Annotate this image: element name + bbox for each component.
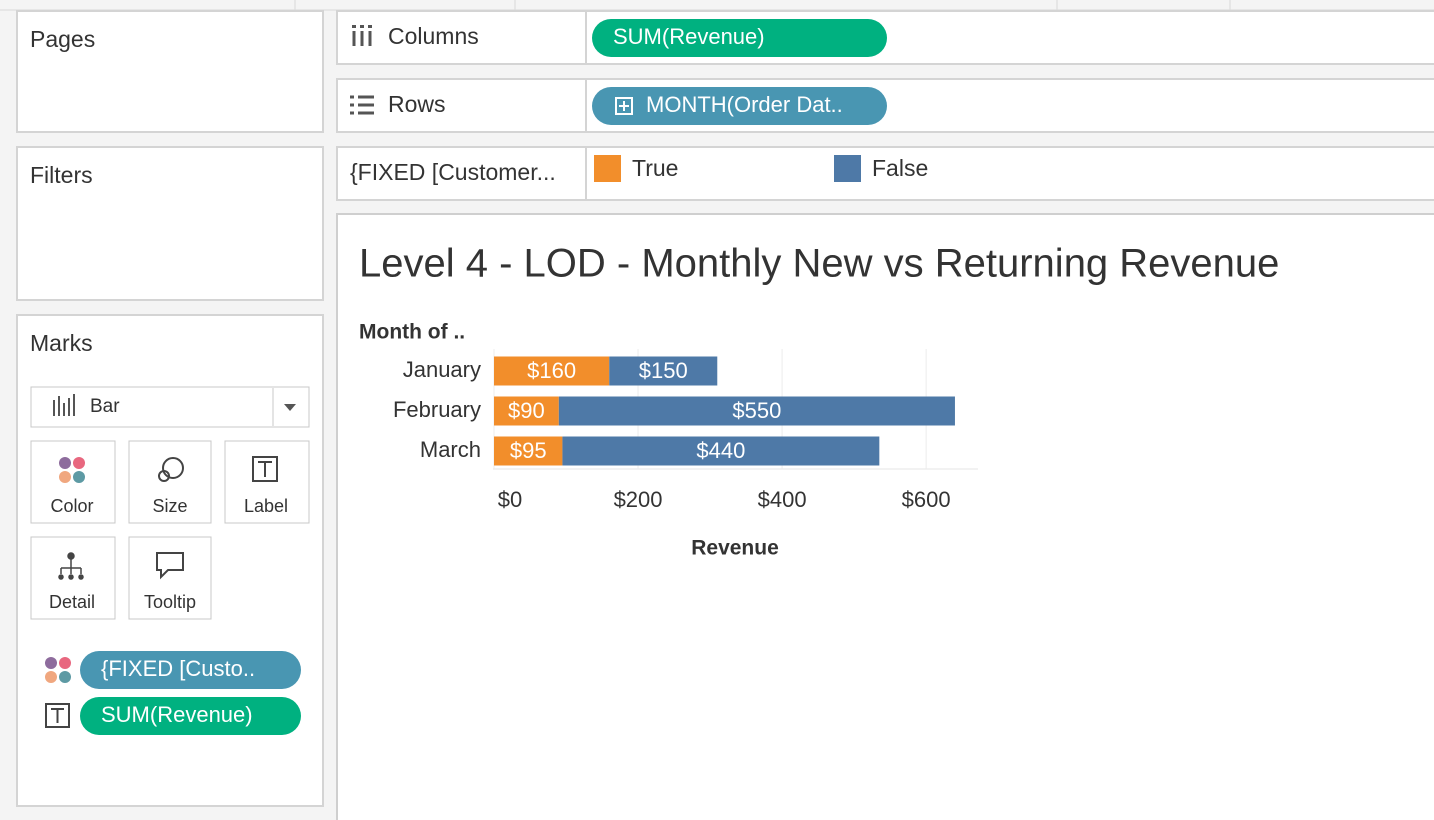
value-label: $150 <box>639 358 688 383</box>
color-card[interactable] <box>30 440 116 524</box>
rows-icon <box>350 95 374 115</box>
detail-icon <box>58 552 84 580</box>
x-tick-label: $0 <box>498 487 522 512</box>
bar-icon <box>53 394 75 416</box>
x-tick-label: $400 <box>758 487 807 512</box>
rows-pill[interactable] <box>592 87 887 125</box>
value-label: $550 <box>732 398 781 423</box>
label-icon <box>252 456 278 482</box>
pages-panel[interactable] <box>16 10 324 133</box>
bar-segment <box>494 356 610 386</box>
dropdown-arrow <box>284 404 296 411</box>
mark-type-dropdown[interactable] <box>30 386 310 428</box>
y-tick-label: January <box>403 357 481 382</box>
x-tick-label: $200 <box>614 487 663 512</box>
filters-title: Filters <box>30 162 93 188</box>
y-tick-label: March <box>420 437 481 462</box>
bar-segment <box>494 436 563 466</box>
color-icon <box>59 457 85 483</box>
pill-text: SUM(Revenue) <box>101 702 253 727</box>
pill-text: {FIXED [Custo.. <box>101 656 255 681</box>
tooltip-card[interactable] <box>128 536 212 620</box>
pill-text: MONTH(Order Dat.. <box>646 92 843 117</box>
size-icon <box>158 457 184 482</box>
marks-title: Marks <box>30 330 93 356</box>
bar-segment <box>558 396 955 426</box>
legend-shelf <box>336 146 1434 201</box>
legend-swatch <box>594 155 621 182</box>
tooltip-icon <box>156 552 184 580</box>
shelf-label: Columns <box>388 23 479 49</box>
x-axis-title: Revenue <box>691 537 779 560</box>
measure-pill[interactable] <box>80 697 301 735</box>
value-label: $90 <box>508 398 545 423</box>
card-label: Label <box>244 496 288 516</box>
value-label: $160 <box>527 358 576 383</box>
card-label: Detail <box>49 592 95 612</box>
x-tick-label: $600 <box>902 487 951 512</box>
shelf-label: Rows <box>388 91 446 117</box>
card-label: Color <box>50 496 93 516</box>
bar-segment <box>494 396 559 426</box>
filters-panel[interactable] <box>16 146 324 301</box>
pages-title: Pages <box>30 26 95 52</box>
view <box>336 213 1434 820</box>
y-axis-title: Month of .. <box>359 321 465 344</box>
size-card[interactable] <box>128 440 212 524</box>
pill-color-icon <box>45 657 71 683</box>
y-tick-label: February <box>393 397 481 422</box>
columns-pill[interactable] <box>592 19 887 57</box>
bar-segment <box>609 356 718 386</box>
pill-label-icon <box>45 703 70 728</box>
pill-text: SUM(Revenue) <box>613 24 765 49</box>
card-label: Size <box>152 496 187 516</box>
bar-segment <box>562 436 880 466</box>
legend-label: False <box>872 155 928 181</box>
chart-title: Level 4 - LOD - Monthly New vs Returning… <box>359 242 1279 286</box>
columns-icon <box>352 31 372 46</box>
value-label: $440 <box>696 438 745 463</box>
dimension-pill[interactable] <box>80 651 301 689</box>
value-label: $95 <box>510 438 547 463</box>
expand-icon[interactable] <box>615 97 633 115</box>
mark-type: Bar <box>90 396 120 417</box>
legend-label: True <box>632 155 678 181</box>
card-label: Tooltip <box>144 592 196 612</box>
legend-title: {FIXED [Customer... <box>350 159 556 185</box>
legend-swatch <box>834 155 861 182</box>
